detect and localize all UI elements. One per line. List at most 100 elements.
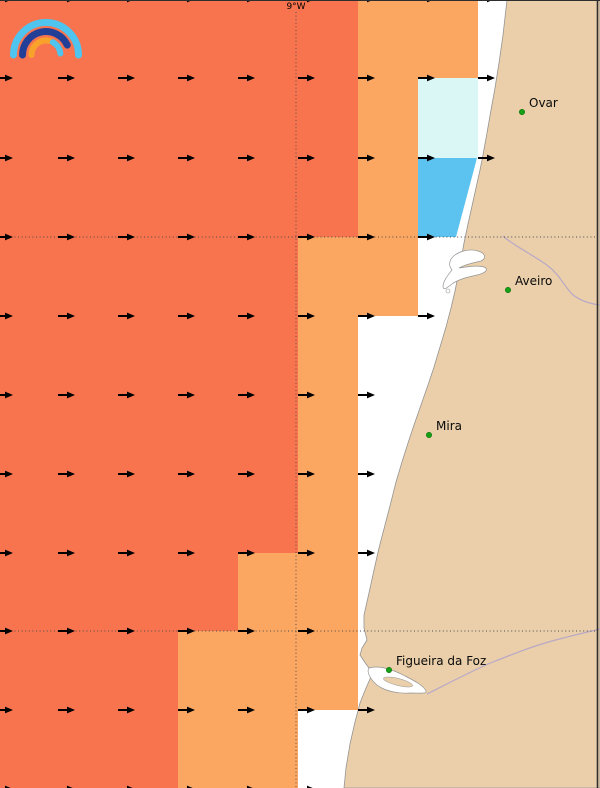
wind-arrow: [58, 312, 75, 320]
wind-arrow-head: [127, 233, 135, 241]
wind-arrow: [118, 233, 135, 241]
vouga-river: [502, 235, 600, 306]
wind-arrow-head: [67, 391, 75, 399]
wind-arrow-head: [5, 233, 13, 241]
wind-arrow-head: [67, 470, 75, 478]
wind-arrow: [0, 154, 13, 162]
wind-arrow-head: [427, 154, 435, 162]
wind-arrow-head: [247, 549, 255, 557]
wind-arrow: [178, 154, 195, 162]
wind-arrow: [58, 549, 75, 557]
wind-arrow: [178, 312, 195, 320]
wind-arrow: [0, 312, 13, 320]
wind-arrow: [0, 391, 13, 399]
wind-arrow: [418, 312, 435, 320]
wind-arrow-head: [127, 706, 135, 714]
cities-layer: Ovar Aveiro Mira Figueira da Foz: [385, 96, 558, 673]
wind-arrow-head: [247, 233, 255, 241]
wind-arrow: [358, 549, 375, 557]
wind-arrow-head: [427, 233, 435, 241]
wind-arrow-head: [427, 312, 435, 320]
wind-cell-moderate: [238, 553, 358, 631]
wind-arrow: [118, 706, 135, 714]
wind-arrow-head: [247, 627, 255, 635]
wind-arrow-head: [307, 470, 315, 478]
wind-arrow-head: [367, 233, 375, 241]
wind-arrow-head: [67, 312, 75, 320]
wind-arrow: [5, 785, 11, 788]
wind-arrow: [58, 233, 75, 241]
city-label: Figueira da Foz: [396, 654, 486, 668]
wind-arrow: [238, 233, 255, 241]
wind-arrow: [298, 627, 315, 635]
city-dot: [425, 431, 432, 438]
wind-arrow: [178, 706, 195, 714]
wind-arrow: [0, 74, 13, 82]
wind-arrow-head: [247, 154, 255, 162]
city-dot: [385, 666, 392, 673]
wind-arrow: [178, 391, 195, 399]
wind-arrow: [418, 154, 435, 162]
wind-arrow: [118, 391, 135, 399]
wind-arrow-head: [5, 627, 13, 635]
wind-arrow: [418, 74, 435, 82]
wind-arrow-head: [187, 74, 195, 82]
wind-arrow-head: [367, 74, 375, 82]
wind-arrow-head: [67, 74, 75, 82]
wind-arrow-head: [367, 470, 375, 478]
wind-arrow: [247, 785, 253, 788]
wind-arrow: [127, 785, 133, 788]
wind-arrow: [358, 154, 375, 162]
wind-arrow: [118, 470, 135, 478]
wind-arrow: [238, 391, 255, 399]
wind-arrow-head: [247, 74, 255, 82]
city-marker: Mira: [425, 419, 462, 438]
wind-arrow-head: [5, 785, 11, 788]
wind-arrow-head: [187, 233, 195, 241]
wind-arrow: [0, 233, 13, 241]
wind-arrow-head: [247, 470, 255, 478]
wind-arrows-layer: [0, 0, 495, 788]
wind-arrow: [307, 785, 313, 788]
wind-arrow: [298, 154, 315, 162]
wind-arrow-head: [67, 233, 75, 241]
wind-arrow-head: [367, 312, 375, 320]
wind-arrow-head: [127, 154, 135, 162]
city-dot: [518, 109, 525, 116]
graticule-layer: [0, 12, 597, 788]
city-label: Ovar: [529, 96, 558, 110]
wind-arrow: [178, 549, 195, 557]
wind-arrow-head: [5, 470, 13, 478]
wind-arrow: [58, 706, 75, 714]
wind-arrow: [238, 706, 255, 714]
wind-arrow: [118, 549, 135, 557]
wind-arrow-head: [127, 549, 135, 557]
wind-arrow-head: [307, 391, 315, 399]
wind-arrow: [118, 154, 135, 162]
wind-arrow-head: [187, 391, 195, 399]
wind-arrow: [478, 154, 495, 162]
wind-cell-moderate: [178, 631, 358, 710]
wind-arrow: [58, 391, 75, 399]
wind-arrow-head: [67, 785, 73, 788]
wind-arrow-head: [487, 74, 495, 82]
lagoon-pond: [445, 288, 451, 294]
wind-arrow-head: [127, 470, 135, 478]
wind-arrow-head: [427, 74, 435, 82]
wind-arrow: [0, 706, 13, 714]
wind-arrow: [118, 312, 135, 320]
wind-arrow: [238, 549, 255, 557]
wind-arrow: [298, 549, 315, 557]
mondego-river: [426, 628, 600, 695]
wind-arrow-head: [307, 74, 315, 82]
logo-outer-arc: [10, 19, 82, 59]
wind-arrow-head: [187, 154, 195, 162]
wind-arrow-head: [367, 549, 375, 557]
wind-arrow-head: [5, 312, 13, 320]
wind-arrow: [118, 74, 135, 82]
wind-arrow-head: [307, 706, 315, 714]
wind-arrow: [358, 470, 375, 478]
wind-arrow-head: [487, 154, 495, 162]
wind-arrow: [298, 391, 315, 399]
